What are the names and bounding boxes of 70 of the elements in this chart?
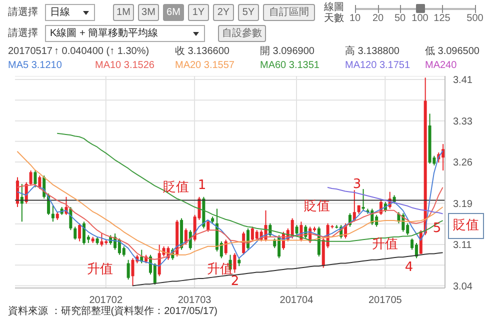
select-box: 日線 bbox=[45, 4, 95, 21]
text: MA10 3.1526 bbox=[95, 60, 154, 72]
y-tick-label: 3.19 bbox=[453, 198, 473, 210]
candlestick bbox=[16, 176, 19, 208]
y-tick-label: 3.11 bbox=[453, 240, 472, 252]
text: 收 3.136600 bbox=[175, 46, 230, 58]
button: 5Y bbox=[238, 4, 259, 21]
text: MA120 3.1751 bbox=[345, 60, 410, 72]
annotation: 5 bbox=[432, 221, 442, 236]
text: 貶值 bbox=[453, 218, 479, 233]
candlestick bbox=[362, 188, 365, 211]
text: ↑ 0.040400 (↑ 1.30%) bbox=[54, 46, 150, 58]
legend-label: MA240 bbox=[425, 60, 457, 72]
candlestick bbox=[131, 258, 134, 286]
text: 125 bbox=[434, 13, 450, 25]
text: 開 3.096900 bbox=[260, 46, 314, 58]
text: 請選擇 bbox=[8, 28, 38, 40]
candlestick bbox=[51, 204, 54, 222]
text: MA60 3.1351 bbox=[260, 60, 320, 72]
text: MA20 3.1557 bbox=[175, 60, 234, 72]
text: 線圖 bbox=[324, 2, 344, 13]
annotation: 貶值 bbox=[163, 180, 189, 195]
x-tick-label: 201702 bbox=[89, 295, 123, 306]
y-tick-label: 3.04 bbox=[453, 281, 473, 292]
x-tick-label: 201705 bbox=[368, 295, 402, 306]
candlestick bbox=[100, 232, 104, 247]
candlestick bbox=[233, 252, 236, 274]
y-tick-label: 3.41 bbox=[453, 75, 473, 86]
annotation: 升值 bbox=[372, 237, 398, 252]
annotation: 升值 bbox=[207, 262, 233, 277]
candlestick bbox=[295, 224, 298, 236]
text: 請選擇 bbox=[8, 7, 38, 19]
candlestick bbox=[38, 175, 42, 190]
annotation: 升值 bbox=[87, 262, 113, 277]
text: 100 bbox=[412, 13, 428, 25]
button: 自設參數 bbox=[218, 25, 266, 42]
text: 低 3.096500 bbox=[425, 46, 480, 58]
text: MA5 3.1210 bbox=[8, 60, 62, 72]
annotation: 4 bbox=[404, 260, 414, 275]
text: 高 3.138800 bbox=[345, 46, 400, 58]
button: 6M bbox=[163, 4, 184, 21]
text: 20 bbox=[372, 13, 384, 25]
button: 自訂區間 bbox=[263, 4, 315, 21]
button: 3M bbox=[138, 4, 159, 21]
candlestick bbox=[74, 226, 77, 240]
select-box: K線圖 + 簡單移動平均線 bbox=[45, 25, 205, 42]
text: 500 bbox=[466, 13, 484, 25]
button: 1M bbox=[113, 4, 134, 21]
candlestick bbox=[29, 170, 32, 186]
annotation: 2 bbox=[230, 274, 240, 289]
y-tick-label: 3.26 bbox=[453, 158, 473, 169]
candlestick bbox=[78, 222, 82, 242]
source-note: 資料來源 ：研究部整理(資料製作：2017/05/17) bbox=[8, 306, 218, 318]
button: 1Y bbox=[188, 4, 209, 21]
button: 2Y bbox=[213, 4, 234, 21]
text: 20170517 bbox=[8, 46, 52, 58]
annotation: 1 bbox=[198, 178, 206, 193]
candlestick bbox=[69, 206, 72, 231]
candlestick bbox=[126, 259, 130, 280]
candlestick bbox=[34, 170, 37, 188]
text: 50 bbox=[394, 13, 406, 25]
text: 10 bbox=[349, 13, 361, 25]
x-tick-label: 201704 bbox=[280, 295, 314, 306]
annotation: 貶值 bbox=[304, 199, 330, 214]
y-tick-label: 3.33 bbox=[453, 116, 473, 128]
text: 天數 bbox=[324, 13, 344, 25]
candlestick bbox=[414, 242, 418, 259]
candlestick bbox=[206, 219, 210, 232]
annotation: 3 bbox=[352, 177, 362, 192]
x-tick-label: 201703 bbox=[178, 295, 212, 306]
